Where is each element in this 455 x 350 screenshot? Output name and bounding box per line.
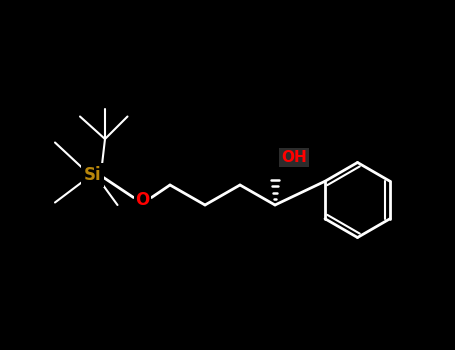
Text: OH: OH [281,150,307,165]
Text: Si: Si [84,166,101,184]
Text: O: O [136,191,150,209]
